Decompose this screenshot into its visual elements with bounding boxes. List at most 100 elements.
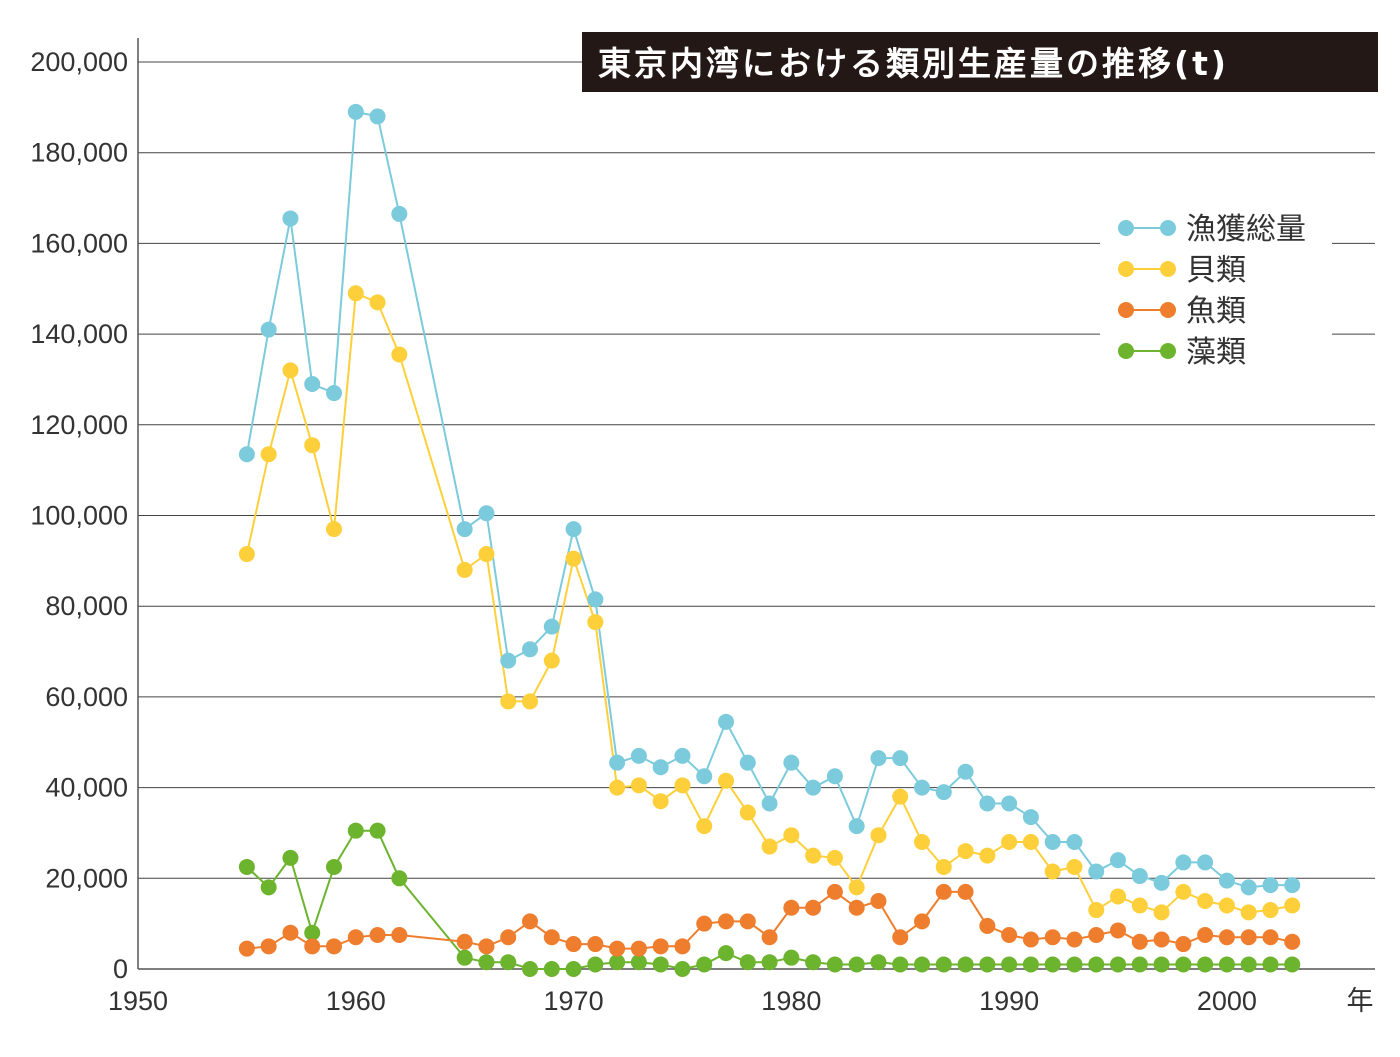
data-point	[1175, 936, 1192, 953]
data-point	[630, 940, 647, 957]
x-tick-label: 1990	[979, 986, 1039, 1016]
chart-title-box: 東京内湾における類別生産量の推移(t)	[582, 32, 1378, 92]
chart-title: 東京内湾における類別生産量の推移(t)	[598, 44, 1229, 83]
data-point	[369, 926, 386, 943]
data-point	[282, 849, 299, 866]
data-point	[696, 818, 713, 835]
data-point	[260, 938, 277, 955]
y-tick-label: 60,000	[45, 682, 128, 712]
data-point	[805, 847, 822, 864]
data-point	[1262, 877, 1279, 894]
data-point	[1153, 904, 1170, 921]
series-line	[245, 291, 1293, 914]
data-point	[979, 917, 996, 934]
data-point	[1153, 956, 1170, 973]
data-point	[543, 929, 560, 946]
data-point	[478, 938, 495, 955]
data-point	[500, 954, 517, 971]
data-point	[391, 870, 408, 887]
data-point	[674, 938, 691, 955]
legend-marker	[1160, 343, 1176, 359]
data-point	[282, 210, 299, 227]
data-point	[1001, 956, 1018, 973]
data-point	[674, 961, 691, 977]
legend-marker	[1118, 220, 1134, 236]
legend-marker	[1160, 261, 1176, 277]
data-point	[260, 321, 277, 338]
legend-marker	[1118, 261, 1134, 277]
data-point	[260, 446, 277, 463]
y-tick-label: 40,000	[45, 773, 128, 803]
data-point	[957, 883, 974, 900]
data-point	[1153, 931, 1170, 948]
data-point	[1001, 795, 1018, 812]
data-point	[1284, 933, 1301, 950]
data-point	[848, 879, 865, 896]
data-point	[1088, 902, 1105, 919]
data-point	[1001, 926, 1018, 943]
data-point	[718, 913, 735, 930]
data-point	[848, 956, 865, 973]
data-point	[935, 784, 952, 801]
x-tick-labels: 1950 1960 1970 1980 1990 2000	[108, 986, 1257, 1016]
data-point	[848, 899, 865, 916]
data-point	[565, 936, 582, 953]
data-point	[282, 362, 299, 379]
data-point	[304, 924, 321, 941]
data-point	[347, 929, 364, 946]
legend-label: 魚類	[1186, 294, 1246, 329]
data-point	[696, 915, 713, 932]
y-tick-label: 20,000	[45, 863, 128, 893]
data-point	[1110, 922, 1127, 939]
y-tick-label: 100,000	[30, 501, 128, 531]
data-point	[739, 954, 756, 971]
x-tick-label: 1960	[326, 986, 386, 1016]
data-point	[478, 546, 495, 563]
data-point	[391, 205, 408, 222]
data-point	[870, 954, 887, 971]
data-point	[565, 521, 582, 538]
series-points	[238, 103, 1301, 977]
data-point	[696, 956, 713, 973]
data-point	[630, 954, 647, 971]
data-point	[478, 954, 495, 971]
data-point	[456, 521, 473, 538]
data-point	[826, 768, 843, 785]
data-point	[1131, 868, 1148, 885]
data-point	[456, 561, 473, 578]
legend-label: 漁獲総量	[1186, 212, 1306, 247]
data-point	[718, 713, 735, 730]
data-point	[304, 938, 321, 955]
data-point	[304, 375, 321, 392]
y-tick-labels: 0 20,000 40,000 60,000 80,000 100,000 120,000 1…	[30, 47, 128, 984]
data-point	[1218, 956, 1235, 973]
data-point	[1110, 852, 1127, 869]
data-point	[347, 103, 364, 120]
y-tick-label: 0	[113, 954, 128, 984]
data-point	[761, 954, 778, 971]
data-point	[783, 754, 800, 771]
data-point	[500, 652, 517, 669]
x-tick-label: 1980	[761, 986, 821, 1016]
legend-label: 貝類	[1186, 253, 1246, 288]
legend-label: 藻類	[1186, 335, 1246, 370]
data-point	[1175, 854, 1192, 871]
data-point	[1284, 956, 1301, 973]
data-point	[652, 956, 669, 973]
data-point	[587, 956, 604, 973]
data-point	[783, 827, 800, 844]
y-tick-label: 140,000	[30, 319, 128, 349]
data-point	[522, 961, 539, 977]
data-point	[1131, 933, 1148, 950]
data-point	[805, 779, 822, 796]
data-point	[652, 759, 669, 776]
data-point	[326, 521, 343, 538]
data-point	[238, 858, 255, 875]
data-point	[1066, 956, 1083, 973]
data-point	[565, 550, 582, 567]
data-point	[1110, 956, 1127, 973]
data-point	[870, 892, 887, 909]
y-tick-label: 80,000	[45, 591, 128, 621]
data-point	[543, 652, 560, 669]
